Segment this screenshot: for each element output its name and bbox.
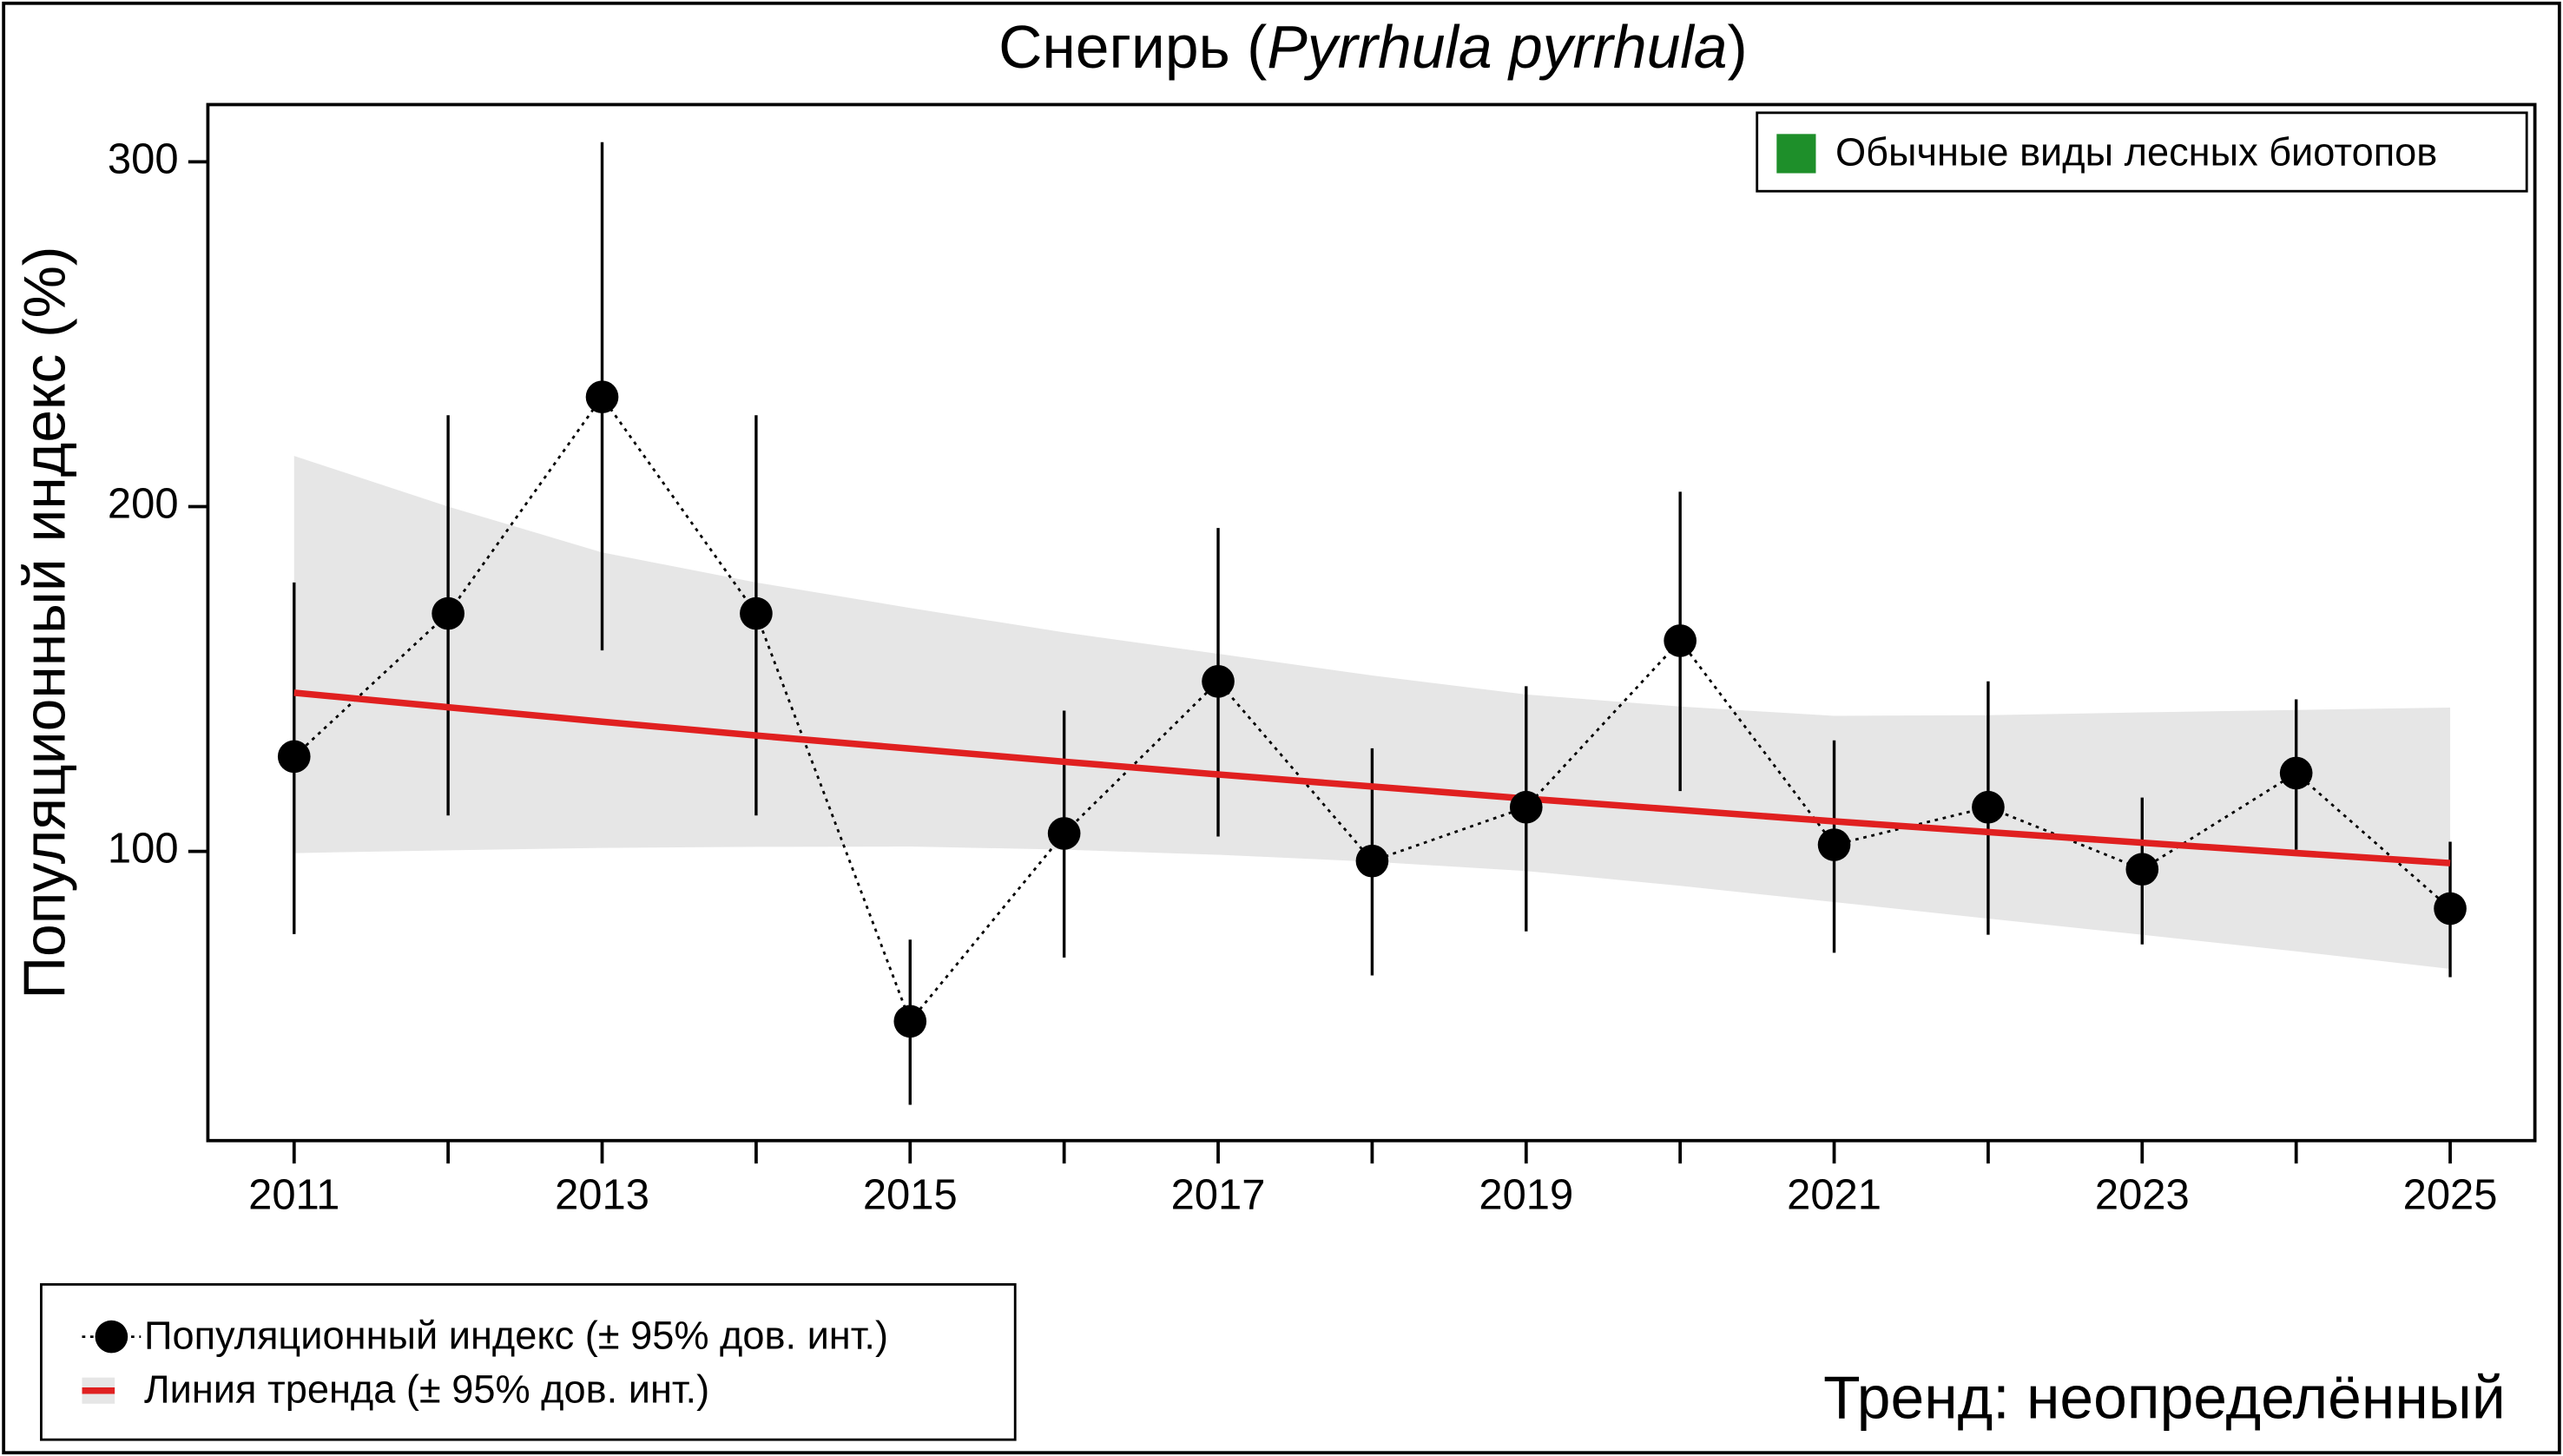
index-point — [1047, 817, 1081, 850]
x-tick-label: 2011 — [248, 1172, 339, 1219]
legend-box — [40, 1282, 1017, 1441]
x-tick-label: 2013 — [555, 1172, 649, 1219]
group-legend-label: Обычные виды лесных биотопов — [1835, 130, 2437, 175]
x-tick-label: 2025 — [2403, 1172, 2498, 1219]
title-part: ) — [1728, 14, 1748, 82]
x-tick-label: 2019 — [1479, 1172, 1573, 1219]
index-point — [585, 380, 619, 414]
x-tick-label: 2021 — [1787, 1172, 1881, 1219]
chart-title: Снегирь (Pyrrhula pyrrhula) — [998, 14, 1748, 82]
index-point — [2125, 853, 2159, 886]
group-legend-swatch — [1776, 134, 1816, 174]
trend-line — [293, 689, 2451, 866]
trend-band — [293, 456, 2451, 969]
index-point — [893, 1005, 927, 1038]
x-tick-label: 2023 — [2095, 1172, 2190, 1219]
index-point — [1817, 828, 1851, 861]
y-axis-label: Популяционный индекс (%) — [13, 247, 78, 999]
legend-label: Популяционный индекс (± 95% дов. инт.) — [144, 1313, 888, 1357]
index-point — [1202, 664, 1235, 698]
x-tick-label: 2017 — [1171, 1172, 1266, 1219]
index-point — [1972, 790, 2005, 824]
index-point — [740, 596, 773, 630]
index-point — [2434, 892, 2467, 926]
legend-label: Линия тренда (± 95% дов. инт.) — [144, 1367, 709, 1412]
index-point — [1355, 844, 1389, 878]
y-tick-label: 300 — [108, 135, 179, 182]
y-tick-label: 100 — [108, 825, 179, 872]
title-part: Pyrrhula pyrrhula — [1267, 14, 1727, 82]
index-point — [1664, 624, 1697, 657]
legend-marker — [95, 1320, 128, 1354]
index-point — [2279, 756, 2313, 790]
index-point — [432, 596, 465, 630]
index-point — [277, 740, 311, 774]
trend-text: Тренд: неопределённый — [1823, 1363, 2506, 1431]
y-tick-label: 200 — [108, 480, 179, 527]
x-tick-label: 2015 — [863, 1172, 958, 1219]
group-legend-box — [1756, 111, 2528, 193]
index-point — [1509, 790, 1543, 824]
plot — [277, 142, 2467, 1105]
title-part: Снегирь ( — [998, 14, 1267, 82]
